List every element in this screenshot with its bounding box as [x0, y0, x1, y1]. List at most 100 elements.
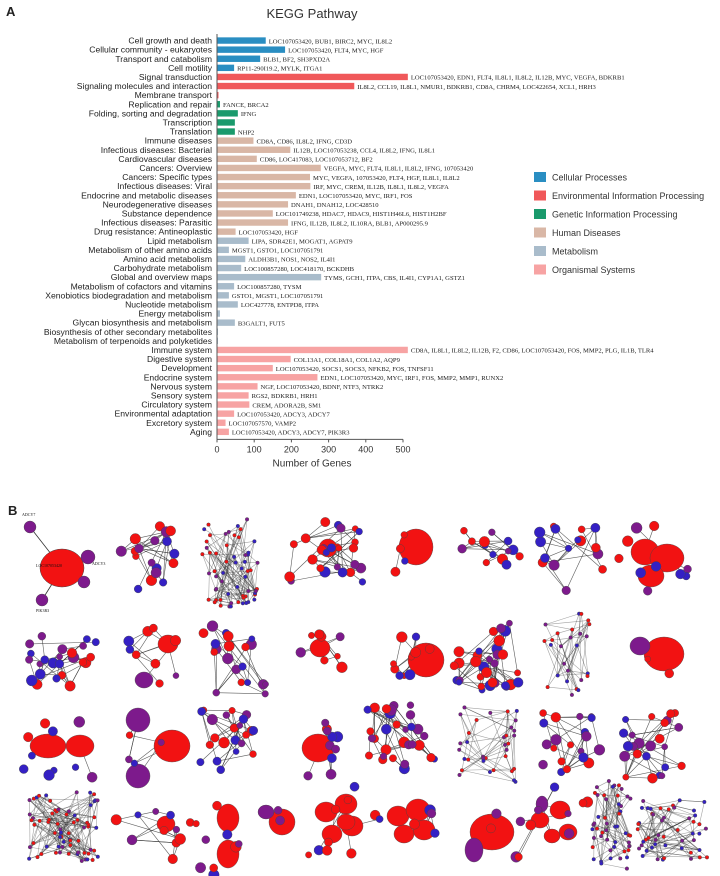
network-node: [491, 768, 496, 773]
network-node: [644, 655, 651, 663]
category-label: Metabolism of terpenoids and polyketides: [54, 336, 212, 346]
network-edge: [643, 800, 661, 809]
network-node: [91, 638, 100, 647]
network-node: [208, 533, 213, 538]
network-edge: [655, 839, 700, 851]
network-node: [592, 790, 597, 795]
gene-list-label: CD8A, CD86, IL8L2, IFNG, CD3D: [256, 138, 352, 145]
bar: [217, 210, 273, 217]
network-edge: [603, 795, 631, 836]
bar: [217, 137, 254, 144]
network-node: [453, 646, 465, 658]
network-edge: [226, 545, 230, 607]
network-edge: [215, 533, 227, 589]
network-node: [246, 589, 251, 594]
network-node: [491, 808, 502, 819]
network-edge: [581, 613, 589, 674]
network-node: [600, 830, 605, 835]
network-node: [43, 769, 55, 781]
bar: [217, 255, 246, 263]
network-node: [630, 522, 643, 534]
network-node: [649, 520, 660, 531]
network-edge: [461, 768, 515, 771]
network-node: [651, 812, 656, 817]
network-node: [481, 758, 486, 763]
network-edge: [32, 792, 77, 819]
network-node: [622, 535, 634, 547]
network-node: [475, 647, 483, 655]
network-node: [235, 584, 240, 589]
bar: [217, 192, 296, 199]
network-node: [616, 802, 621, 807]
network-node: [568, 635, 573, 640]
network-edge: [215, 599, 232, 604]
network-edge: [596, 786, 620, 805]
network-edge: [567, 645, 578, 671]
category-label: Substance dependence: [122, 208, 213, 218]
network-node: [641, 839, 646, 844]
network-node: [693, 813, 698, 818]
kegg-bar-chart: KEGG Pathway Cell growth and death LOC1070…: [44, 6, 704, 469]
network-node: [408, 740, 417, 749]
network-node: [569, 692, 574, 697]
network-edge: [632, 727, 679, 736]
network-node: [201, 835, 210, 844]
network-node: [646, 835, 651, 840]
network-edge: [553, 526, 603, 570]
network-node: [126, 834, 138, 846]
network-node: [134, 671, 154, 689]
network-node: [550, 734, 562, 746]
network-edge: [550, 644, 579, 691]
network-edge: [31, 819, 58, 825]
network-node: [47, 817, 52, 822]
network-edge: [614, 785, 618, 827]
network-edge: [220, 525, 239, 600]
network-node: [236, 535, 241, 540]
network-edge: [29, 814, 89, 825]
network-node: [125, 755, 133, 764]
network-node: [336, 661, 348, 673]
network-node: [628, 833, 633, 838]
network-edge: [598, 811, 621, 818]
network-node: [159, 826, 169, 835]
network-node: [574, 643, 579, 648]
network-edge: [34, 824, 79, 853]
network-edge: [226, 714, 254, 755]
network-node: [56, 807, 61, 812]
network-node: [457, 747, 462, 752]
network-node: [561, 585, 571, 595]
network-node: [226, 591, 231, 596]
network-edge: [226, 561, 258, 564]
network-node: [248, 568, 253, 573]
network-edge: [655, 839, 683, 842]
network-edge: [662, 839, 695, 860]
network-node: [645, 740, 656, 752]
network-edge: [539, 532, 599, 555]
network-node: [289, 540, 298, 549]
network-edge: [699, 801, 705, 825]
network-edge: [33, 798, 56, 834]
category-label: Digestive system: [147, 354, 212, 364]
network-node: [482, 559, 490, 567]
network-node: [255, 560, 260, 565]
network-node: [513, 718, 518, 723]
network-node: [405, 710, 416, 720]
network-edge: [637, 829, 644, 842]
network-node: [503, 754, 508, 759]
gene-list-label: CD86, LOC417083, LOC107053712, BF2: [260, 157, 373, 164]
network-node: [565, 668, 570, 673]
network-node: [95, 854, 100, 859]
network-node: [579, 678, 584, 683]
network-node: [591, 857, 596, 862]
network-node: [333, 563, 341, 571]
network-edge: [565, 527, 596, 591]
network-node: [497, 649, 509, 660]
network-node: [232, 533, 237, 538]
network-edge: [216, 669, 237, 693]
network-edge: [460, 714, 468, 743]
network-edge: [88, 824, 93, 861]
network-edge: [212, 625, 229, 659]
network-edge: [602, 832, 630, 843]
network-edge: [658, 835, 664, 860]
network-edge: [37, 814, 67, 858]
